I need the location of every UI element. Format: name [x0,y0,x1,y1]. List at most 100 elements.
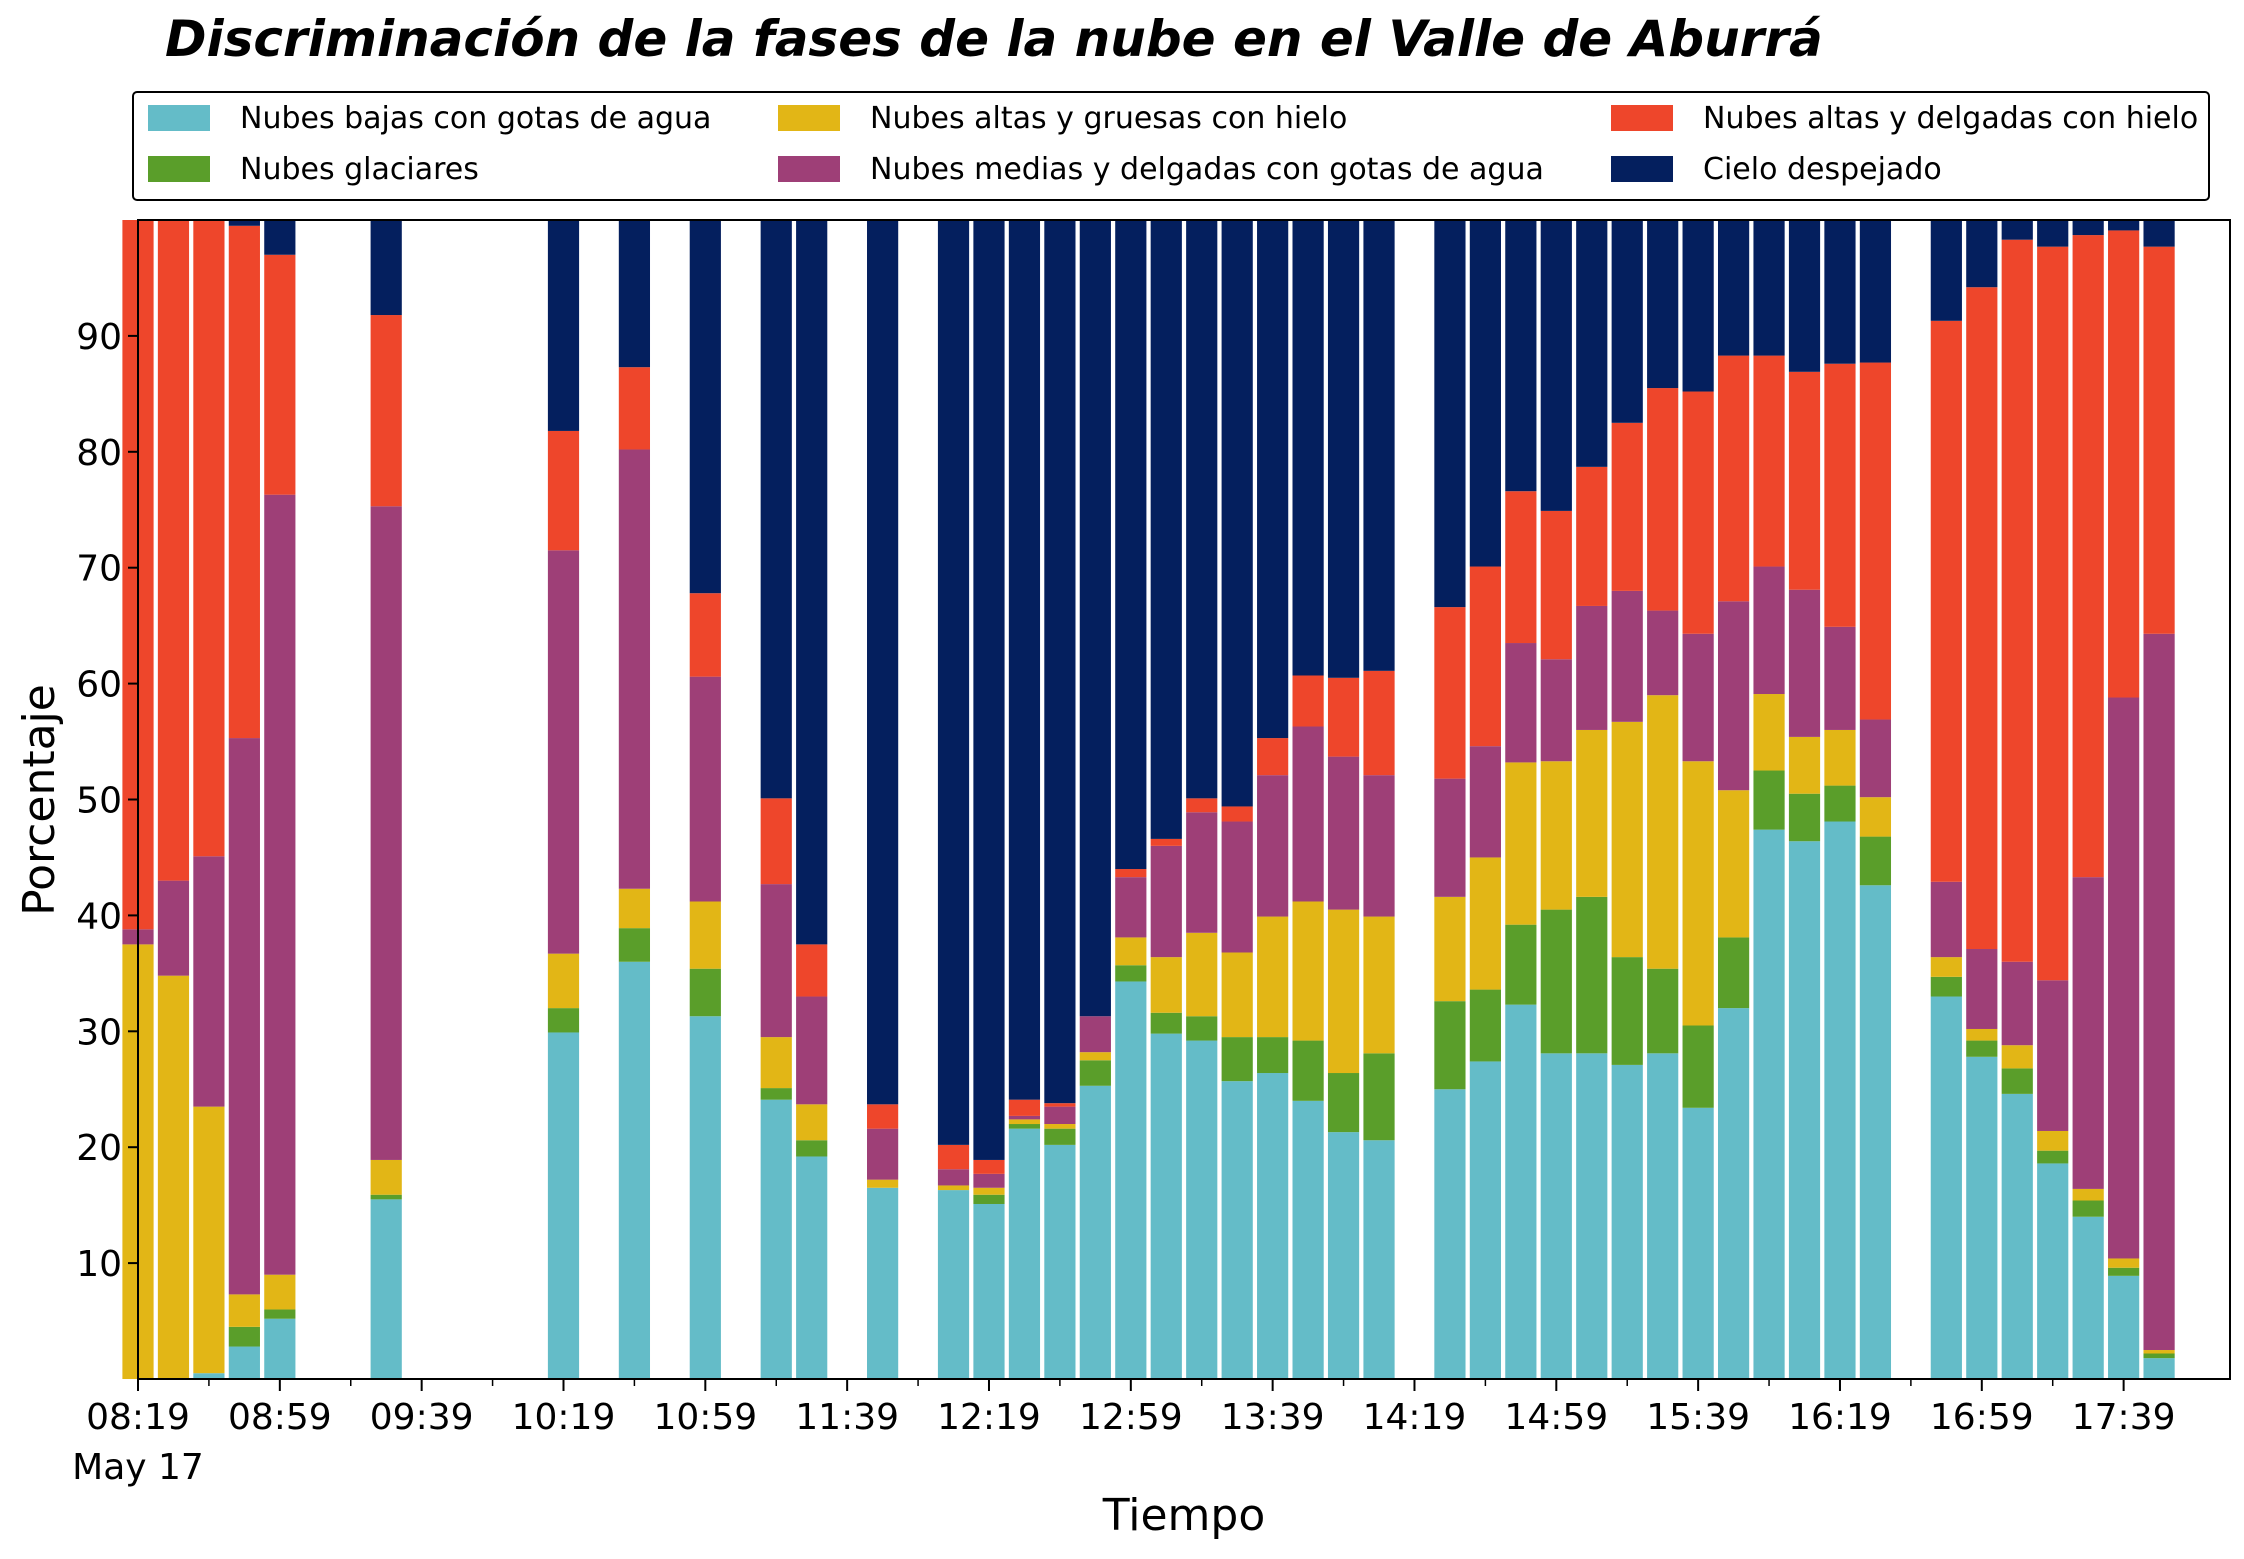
bar-segment [760,884,792,1038]
bar-segment [193,220,225,857]
bar-segment [1930,320,1962,882]
bar-segment [689,968,721,1017]
bar-segment [1753,566,1785,695]
bar-segment [1221,1081,1253,1379]
bar-segment [937,1169,970,1186]
legend-label: Cielo despejado [1703,152,1942,187]
chart-title: Discriminación de la fases de la nube en… [165,10,1823,68]
bar-segment [1682,220,1714,392]
bar-segment [2072,1188,2104,1201]
bar-segment [1044,1103,1076,1107]
x-tick-label: 14:19 [1363,1397,1467,1438]
bar-segment [264,254,296,495]
bar-segment [2072,877,2104,1189]
bar-segment [1505,643,1537,763]
bar-segment [760,1037,792,1089]
bar-segment [1292,726,1324,902]
bar-segment [760,798,792,885]
bar-segment [2108,230,2140,698]
bar-segment [2037,980,2069,1131]
bar-segment [1079,220,1111,1017]
bar-segment [937,1190,970,1379]
bar-segment [1363,670,1395,776]
bar-segment [1115,937,1147,966]
x-tick-label: 12:19 [937,1397,1041,1438]
bar-segment [1788,793,1821,842]
bar-segment [1611,590,1643,722]
bar-segment [1327,756,1360,910]
bar-segment [937,1185,970,1191]
bar-segment [1008,1099,1041,1116]
bar-segment [1150,220,1182,839]
legend-swatch [778,105,840,131]
bar-segment [1540,659,1572,762]
bar-segment [2143,1358,2175,1379]
bar-segment [1186,1040,1218,1379]
bar-segment [1292,675,1324,727]
bar-segment [193,1373,225,1379]
bar-segment [1859,220,1892,363]
bar-segment [1788,220,1821,372]
bar-segment [1363,1140,1395,1379]
bar-segment [1044,1124,1076,1129]
bar-segment [2072,220,2104,236]
bar-segment [228,225,260,739]
legend-label: Nubes bajas con gotas de agua [240,101,711,136]
y-tick-label: 10 [76,1244,122,1285]
bar-segment [2143,1350,2175,1354]
bar-segment [1611,1064,1643,1379]
x-tick-label: 14:59 [1504,1397,1608,1438]
bar-segment [867,1179,899,1188]
x-tick-label: 13:39 [1221,1397,1325,1438]
bar-segment [1008,220,1041,1100]
legend-label: Nubes medias y delgadas con gotas de agu… [870,152,1544,187]
legend-swatch [778,156,840,182]
bar-segment [1930,220,1962,321]
bar-segment [1186,798,1218,813]
bar-segment [228,220,260,226]
y-tick-label: 40 [76,896,122,937]
bar-segment [547,550,580,954]
bar-segment [370,1194,402,1200]
bar-segment [1540,761,1572,910]
bar-segment [1540,1053,1572,1379]
bar-segment [1469,1061,1501,1379]
bar-segment [1647,695,1679,969]
bar-segment [2108,1275,2140,1379]
bar-segment [1434,778,1466,897]
bar-segment [1824,785,1856,822]
bar-segment [1115,877,1147,938]
bar-segment [796,944,828,997]
x-date-label: May 17 [72,1447,204,1488]
bar-segment [1930,957,1962,977]
bar-segment [867,1187,899,1379]
bar-segment [1044,1106,1076,1125]
bar-segment [618,928,651,962]
bar-segment [1008,1128,1041,1379]
bar-segment [228,1326,260,1347]
bar-segment [1221,952,1253,1038]
bar-segment [1327,677,1360,757]
bar-segment [1824,363,1856,627]
bar-segment [2001,220,2033,240]
bar-segment [1150,957,1182,1013]
bar-segment [1221,220,1253,807]
bar-segment [1292,1100,1324,1379]
bar-segment [157,220,190,881]
bar-segment [1079,1060,1111,1086]
bar-segment [1363,1053,1395,1141]
bar-segment [796,220,828,945]
bar-segment [1647,610,1679,696]
bar-segment [2037,1163,2069,1379]
bar-segment [973,1187,1005,1195]
bar-segment [1824,821,1856,1379]
bar-segment [1576,605,1608,730]
bar-segment [618,961,651,1379]
bar-segment [689,676,721,902]
bar-segment [689,1016,721,1379]
bar-segment [1115,965,1147,982]
bar-segment [1327,1132,1360,1379]
bar-segment [973,1194,1005,1204]
bar-segment [1611,422,1643,591]
